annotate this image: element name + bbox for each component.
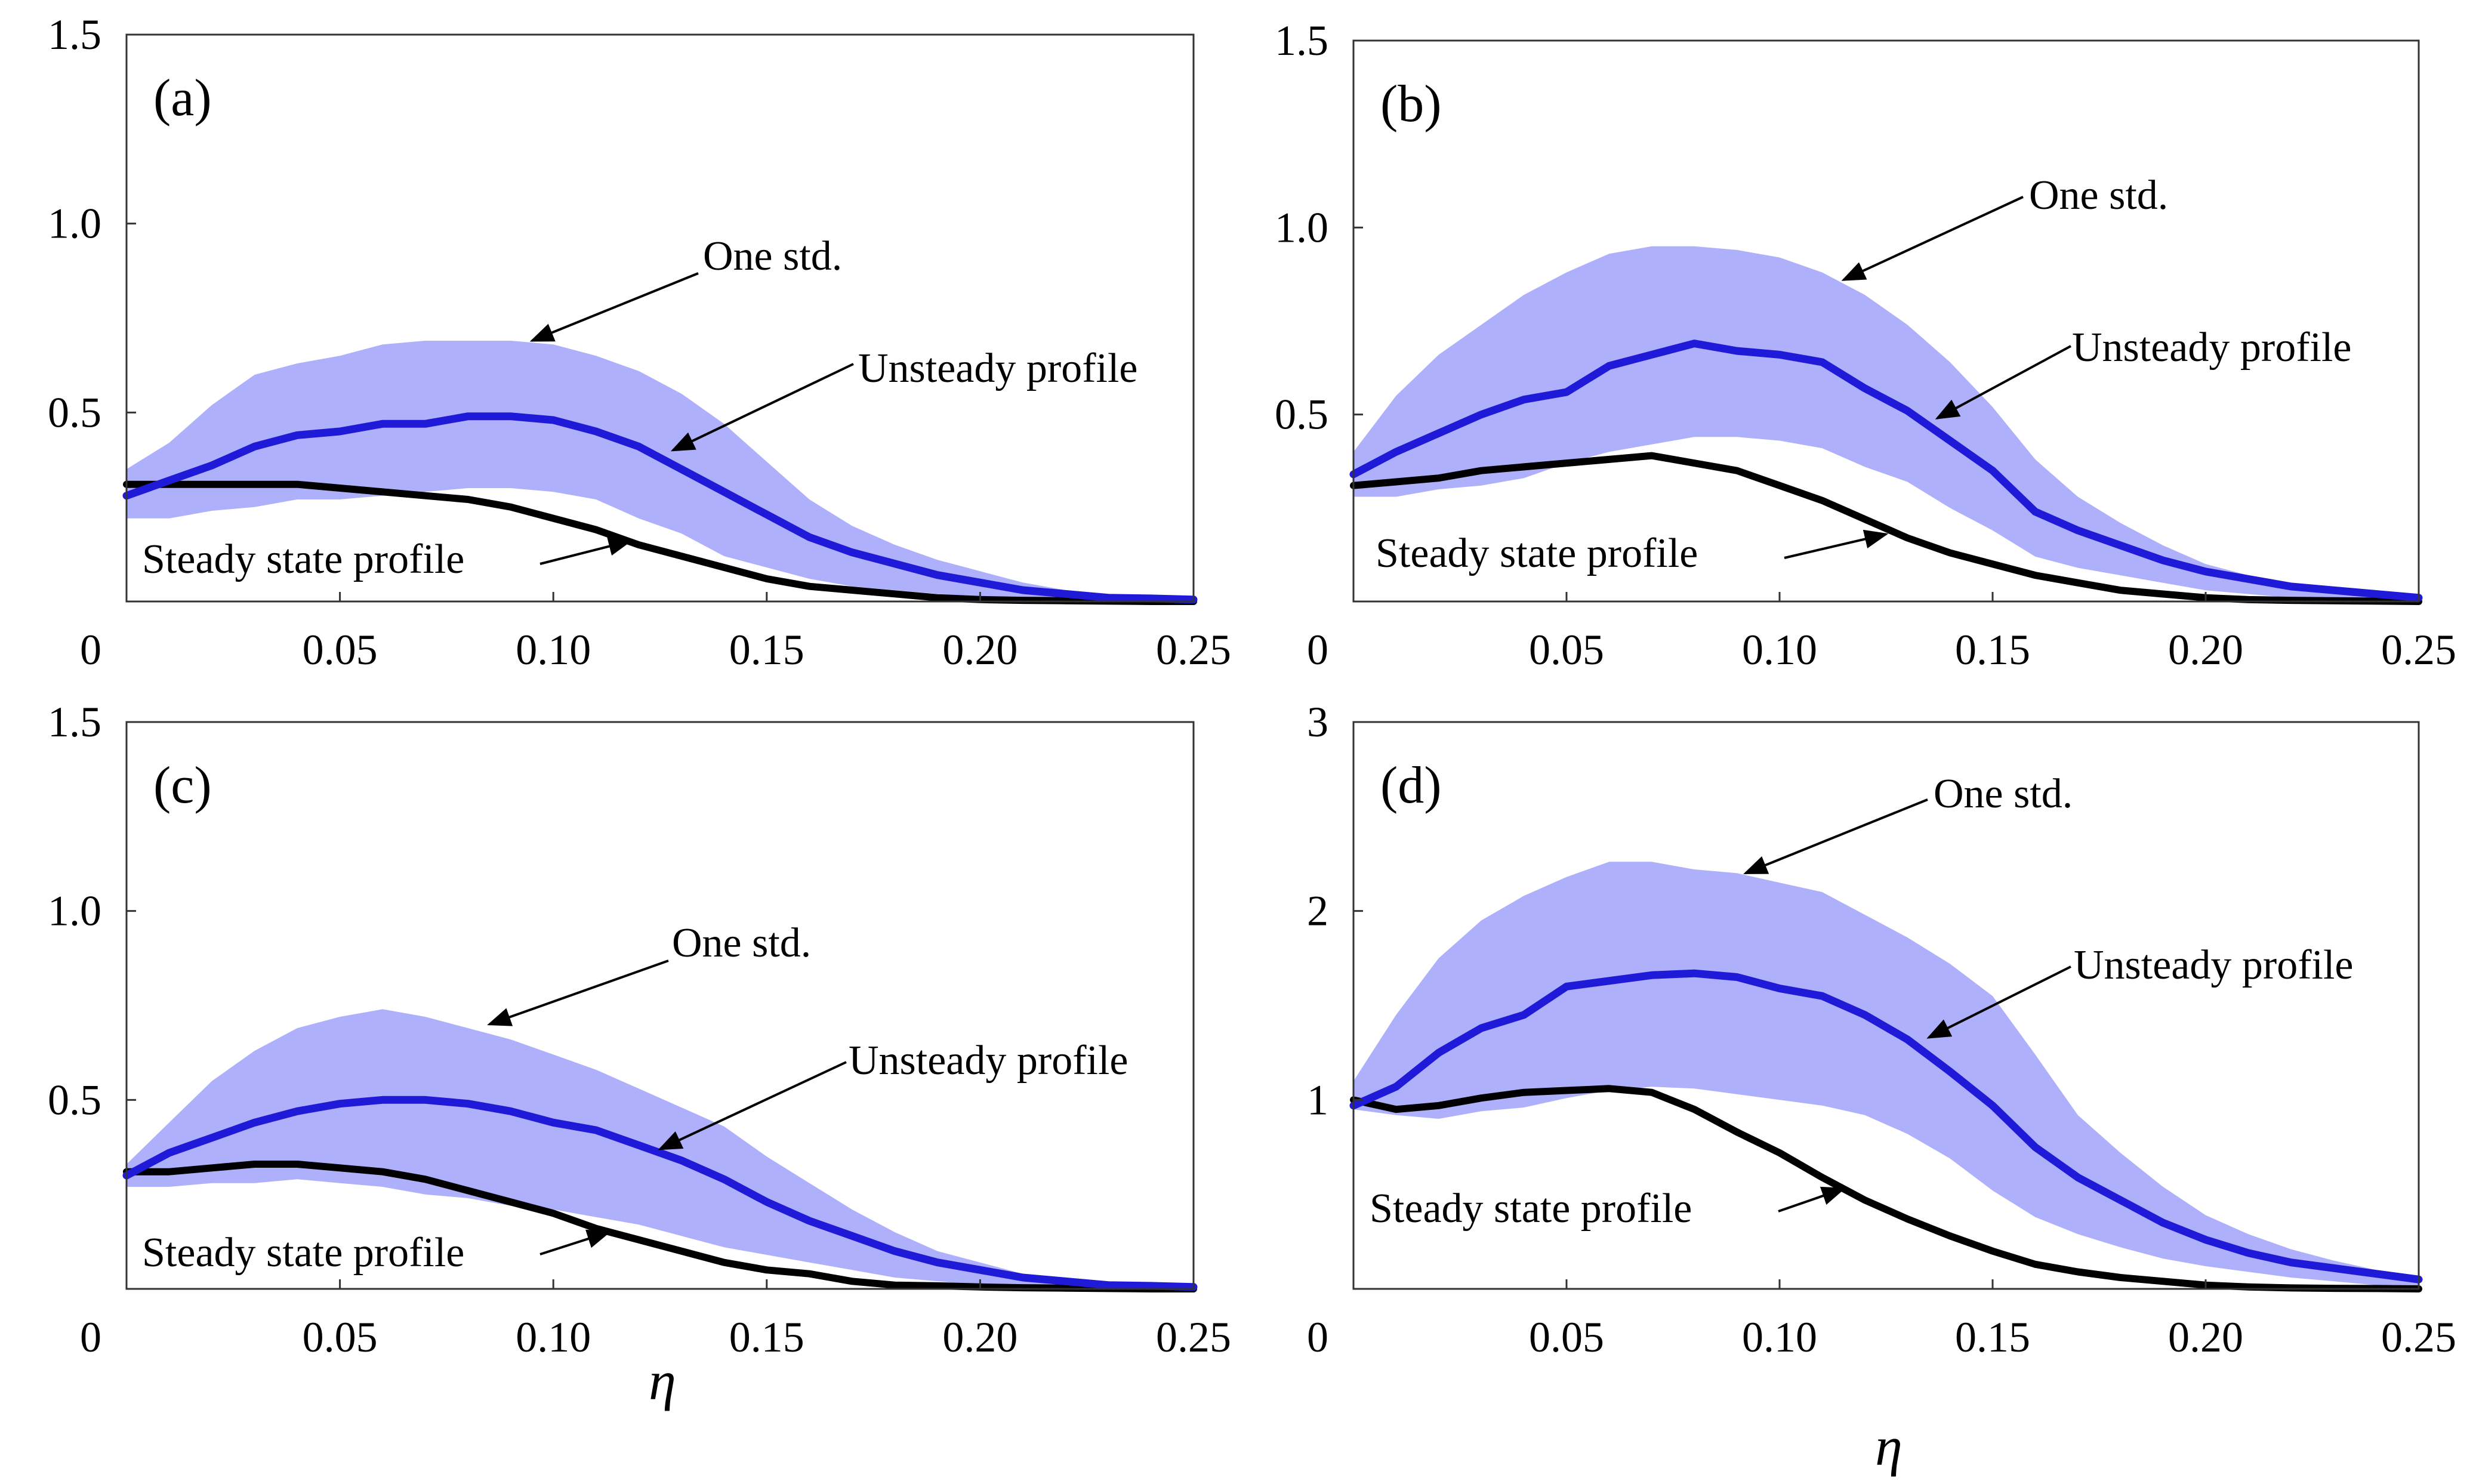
annotation-unsteady-profile: Unsteady profile xyxy=(858,345,1137,391)
annotation-arrow xyxy=(1935,345,2071,419)
x-tick-label: 0 xyxy=(80,626,101,674)
annotation-arrow xyxy=(1784,529,1889,559)
one-std-band xyxy=(127,341,1194,601)
y-tick-label: 1.5 xyxy=(1275,17,1328,64)
y-tick-label: 1.5 xyxy=(48,11,101,58)
y-tick-label: 1.0 xyxy=(48,200,101,248)
y-tick-label: 1.0 xyxy=(48,887,101,935)
one-std-band xyxy=(1353,862,2419,1287)
annotation-arrow xyxy=(539,1229,611,1255)
annotation-steady-state-profile: Steady state profile xyxy=(142,1230,464,1276)
x-tick-label: 0.10 xyxy=(516,626,591,674)
annotation-unsteady-profile: Unsteady profile xyxy=(849,1038,1128,1084)
x-tick-label: 0.25 xyxy=(2381,626,2456,674)
y-tick-label: 1.0 xyxy=(1275,203,1328,251)
unsteady-profile-line xyxy=(122,1096,1198,1291)
x-tick-label: 0 xyxy=(1307,626,1328,674)
unsteady-profile-line xyxy=(122,412,1198,604)
annotation-arrow xyxy=(487,959,669,1026)
x-tick-label: 0.25 xyxy=(2381,1313,2456,1361)
annotation-arrow xyxy=(529,272,699,342)
annotation-arrow xyxy=(658,1061,847,1150)
annotation-arrow xyxy=(1778,1186,1846,1213)
unsteady-profile-line xyxy=(1349,340,2423,602)
annotation-steady-state-profile: Steady state profile xyxy=(1376,530,1698,576)
annotation-arrow xyxy=(1743,798,1928,875)
annotation-arrow xyxy=(1841,196,2024,281)
x-tick-label: 0.20 xyxy=(2168,1313,2243,1361)
annotation-arrow xyxy=(1926,965,2071,1039)
annotation-arrow xyxy=(670,363,854,452)
plot-frame xyxy=(1352,721,2420,1290)
chart-panel-b: 0 0.05 0.10 0.15 0.20 0.25 0.5 1.0 1.5 (b) One std… xyxy=(1275,17,2456,674)
annotation-one-std: One std. xyxy=(703,233,842,279)
y-tick-label: 0.5 xyxy=(48,1076,101,1124)
x-tick-label: 0.15 xyxy=(1955,1313,2030,1361)
panel-label: (a) xyxy=(153,69,212,127)
x-tick-label: 0.15 xyxy=(729,1313,804,1361)
x-tick-label: 0 xyxy=(1307,1313,1328,1361)
annotation-steady-state-profile: Steady state profile xyxy=(1370,1186,1692,1232)
one-std-band xyxy=(1353,246,2419,601)
annotation-steady-state-profile: Steady state profile xyxy=(142,536,464,582)
x-tick-label: 0.05 xyxy=(303,626,378,674)
chart-panel-d: 0 0.05 0.10 0.15 0.20 0.25 1 2 3 (d) One std. Unste… xyxy=(1307,698,2456,1361)
x-tick-label: 0.15 xyxy=(1955,626,2030,674)
x-axis-label-left: η xyxy=(649,1350,676,1411)
x-axis-label-right: η xyxy=(1875,1416,1903,1477)
y-tick-label: 3 xyxy=(1307,698,1328,746)
y-tick-label: 0.5 xyxy=(1275,391,1328,439)
steady-state-line xyxy=(1350,1085,2422,1292)
y-tick-label: 1 xyxy=(1307,1076,1328,1124)
annotation-one-std: One std. xyxy=(672,920,811,966)
panel-label: (c) xyxy=(153,757,212,814)
steady-state-line xyxy=(1350,452,2422,605)
chart-panel-c: 0 0.05 0.10 0.15 0.20 0.25 0.5 1.0 1.5 (c) One std… xyxy=(48,698,1231,1361)
chart-panel-a: 0 0.05 0.10 0.15 0.20 0.25 0.5 1.0 1.5 (a) One std… xyxy=(48,11,1231,674)
annotation-unsteady-profile: Unsteady profile xyxy=(2072,325,2351,371)
y-tick-label: 2 xyxy=(1307,887,1328,935)
x-tick-label: 0 xyxy=(80,1313,101,1361)
y-tick-label: 0.5 xyxy=(48,388,101,436)
panel-label: (d) xyxy=(1380,757,1442,814)
x-tick-label: 0.15 xyxy=(729,626,804,674)
unsteady-profile-line xyxy=(1349,969,2423,1284)
annotation-arrow xyxy=(539,537,633,565)
x-tick-label: 0.10 xyxy=(516,1313,591,1361)
x-tick-label: 0.05 xyxy=(1529,626,1604,674)
x-tick-label: 0.20 xyxy=(2168,626,2243,674)
y-tick-label: 1.5 xyxy=(48,698,101,746)
x-tick-label: 0.20 xyxy=(942,626,1017,674)
plot-frame xyxy=(125,33,1195,603)
annotation-one-std: One std. xyxy=(1934,771,2073,817)
x-tick-label: 0.10 xyxy=(1742,1313,1817,1361)
plot-frame xyxy=(125,721,1195,1290)
x-tick-label: 0.20 xyxy=(942,1313,1017,1361)
x-tick-label: 0.25 xyxy=(1156,1313,1231,1361)
x-tick-label: 0.25 xyxy=(1156,626,1231,674)
steady-state-line xyxy=(123,1161,1197,1292)
steady-state-line xyxy=(123,480,1197,605)
x-tick-label: 0.05 xyxy=(303,1313,378,1361)
x-tick-label: 0.05 xyxy=(1529,1313,1604,1361)
annotation-one-std: One std. xyxy=(2029,172,2168,218)
annotation-unsteady-profile: Unsteady profile xyxy=(2074,942,2353,988)
panel-label: (b) xyxy=(1380,75,1442,133)
x-tick-label: 0.10 xyxy=(1742,626,1817,674)
plot-frame xyxy=(1352,39,2420,603)
